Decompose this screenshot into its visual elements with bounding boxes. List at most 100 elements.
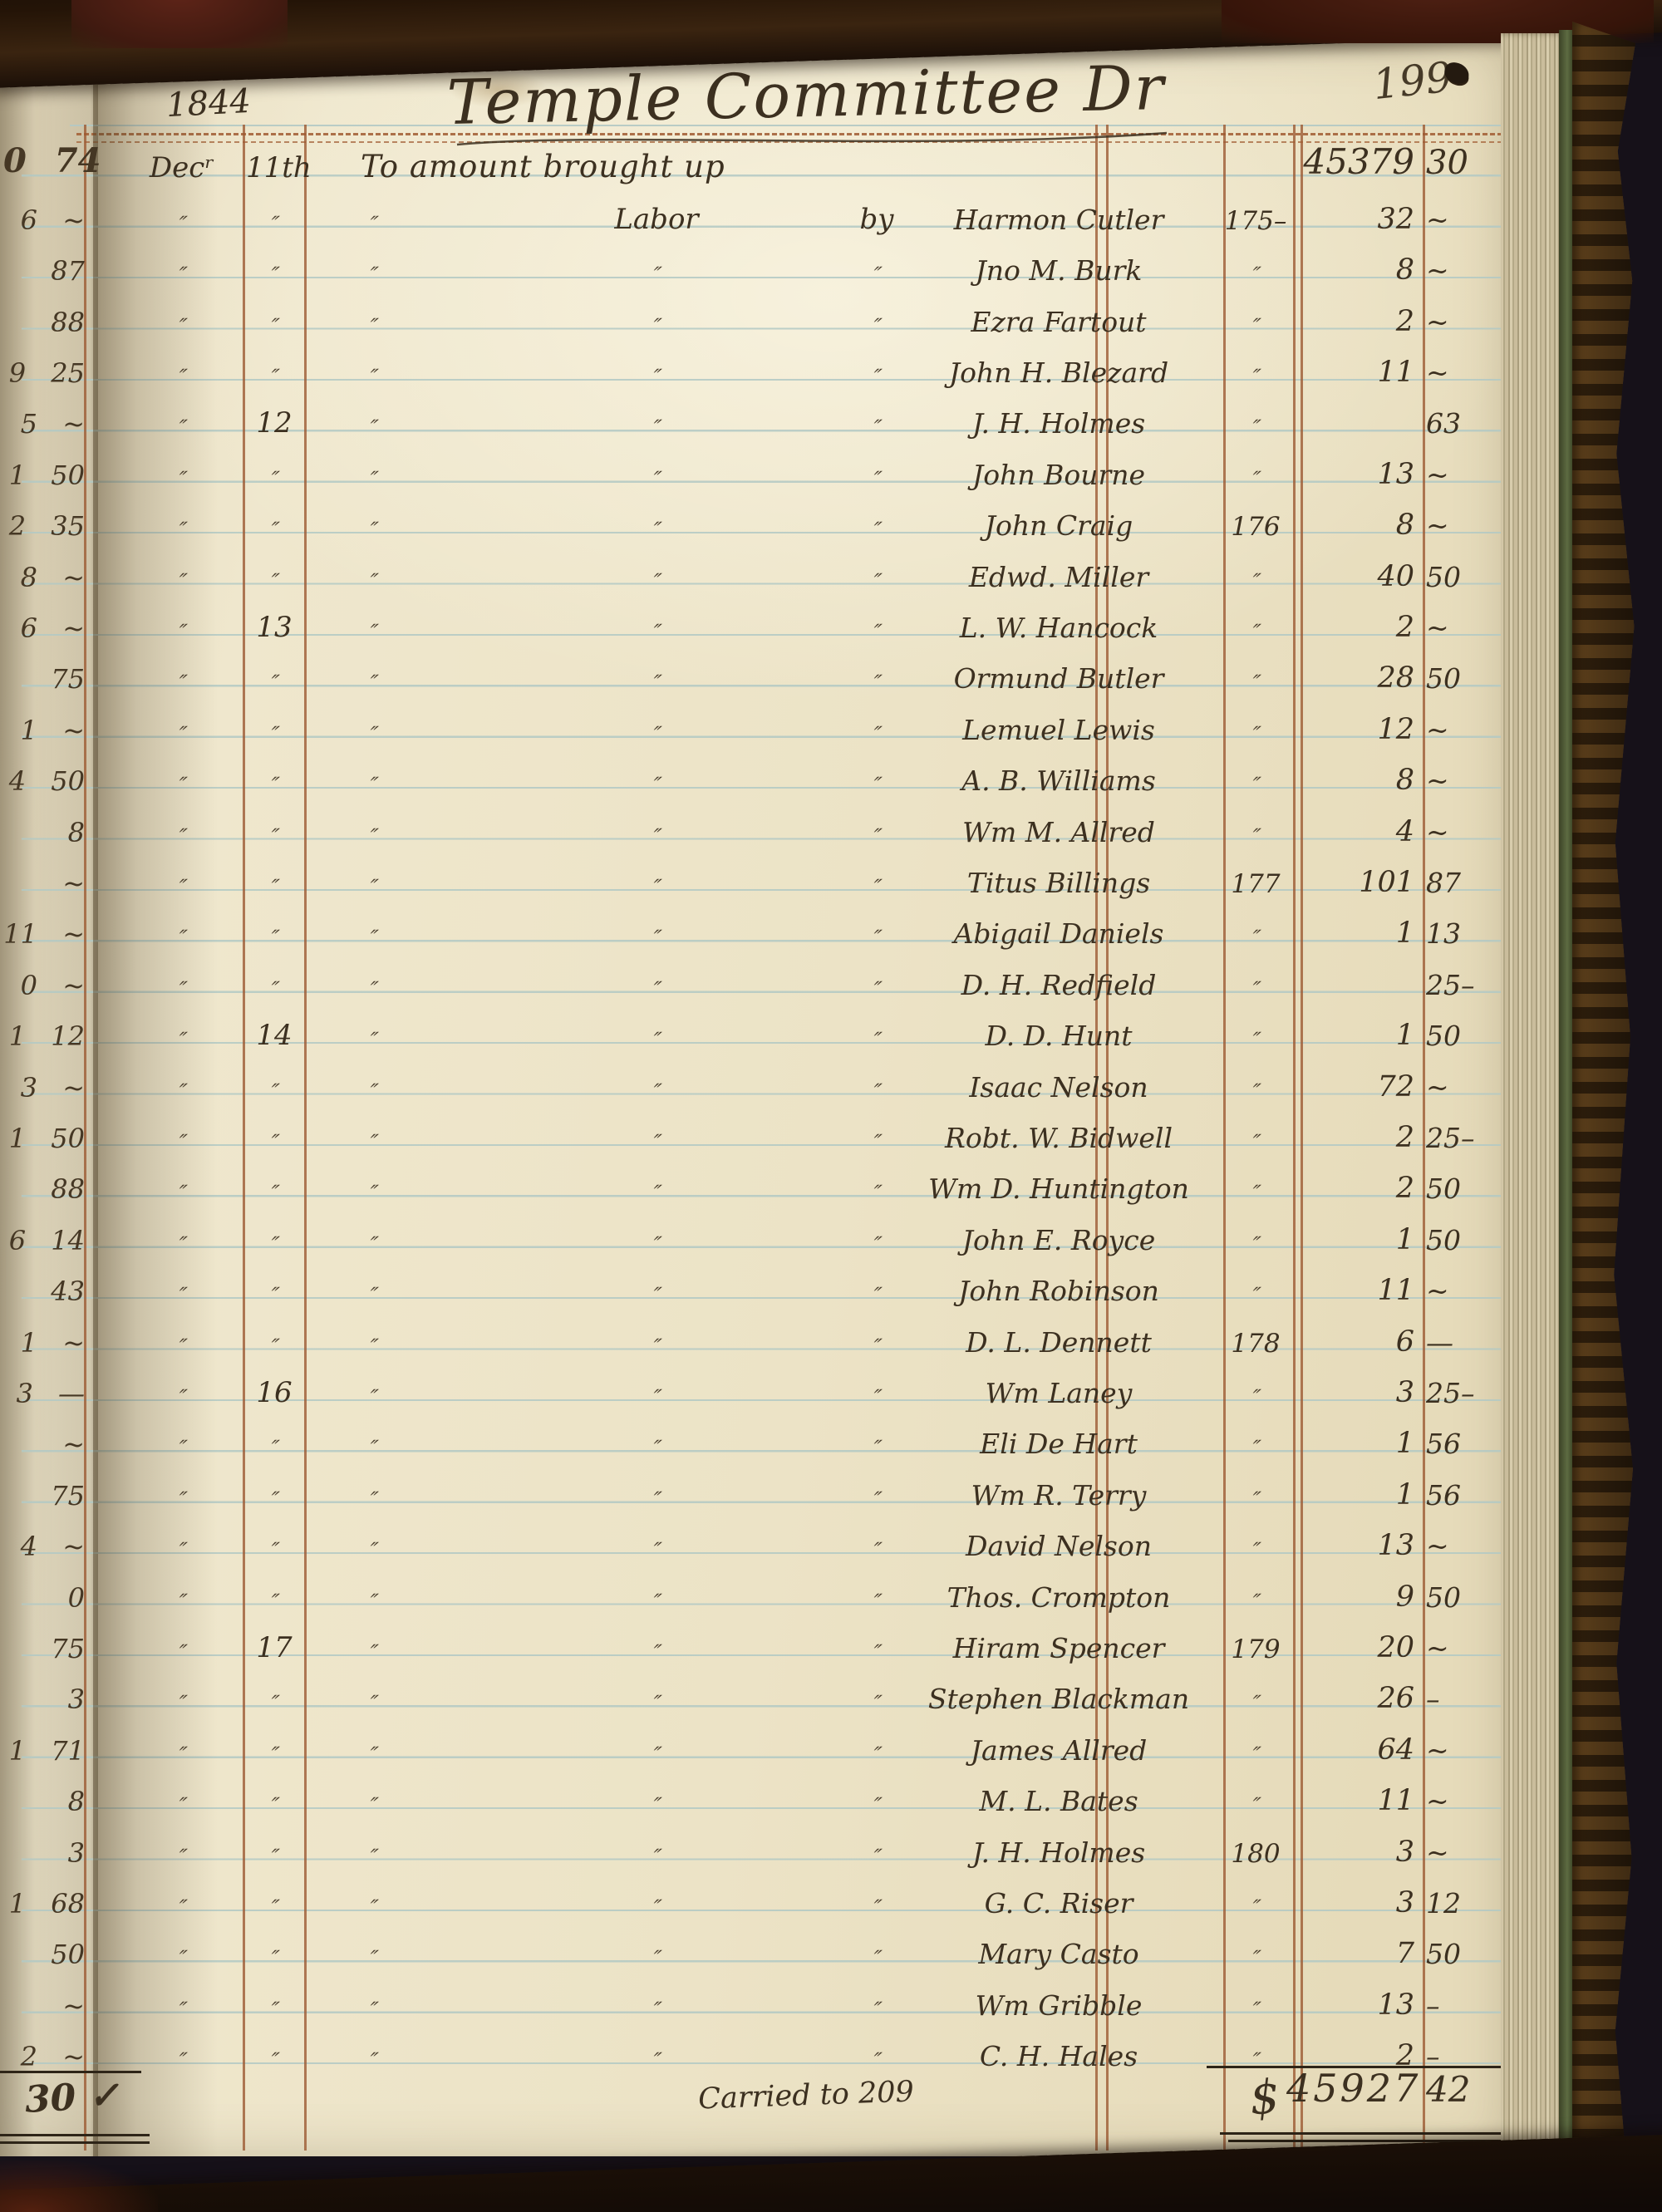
facing-page-total-fragment: 30 ✓ <box>23 2074 120 2121</box>
amount-dollars: 2 <box>1395 1120 1414 1154</box>
paper-stain <box>449 71 548 108</box>
day-cell: 13 <box>256 610 293 644</box>
amount-cents: 50 <box>1426 1938 1461 1971</box>
ledger-row: 3 ″ ″ ″ ″ ″ J. H. Holmes 180 3 ~ <box>0 1810 1506 1869</box>
margin-amount-fragment: 1 50 <box>8 459 85 491</box>
amount-dollars: 6 <box>1395 1325 1414 1359</box>
ledger-row: 88 ″ ″ ″ ″ ″ Wm D. Huntington ″ 2 50 <box>0 1147 1506 1205</box>
red-leather-corner-bottom-left <box>0 2160 158 2212</box>
header-blue-line <box>70 125 1562 126</box>
margin-amount-fragment: 4 50 <box>8 765 85 798</box>
amount-cents: ~ <box>1426 1733 1449 1767</box>
header-red-dashed-line-2 <box>76 141 1502 143</box>
amount-dollars: 45379 <box>1303 141 1414 183</box>
ledger-row: 1 68 ″ ″ ″ ″ ″ G. C. Riser ″ 3 12 <box>0 1861 1506 1920</box>
amount-cents: 50 <box>1426 1020 1461 1053</box>
payee-name: Stephen Blackman <box>927 1683 1190 1716</box>
amount-cents: 30 <box>1426 144 1468 183</box>
margin-amount-fragment: 87 <box>51 255 85 288</box>
payee-name: Isaac Nelson <box>969 1070 1148 1104</box>
margin-amount-fragment: 8 <box>67 1786 85 1818</box>
amount-dollars: 8 <box>1395 253 1414 288</box>
amount-cents: ~ <box>1426 611 1449 644</box>
ledger-row: 6 14 ″ ″ ″ ″ ″ John E. Royce ″ 1 50 <box>0 1197 1506 1256</box>
ledger-row: ~ ″ ″ ″ ″ ″ Eli De Hart ″ 1 56 <box>0 1402 1506 1460</box>
amount-cents: 25– <box>1426 1121 1475 1154</box>
ledger-row: 6 ~ ″ 13 ″ ″ ″ L. W. Hancock ″ 2 ~ <box>0 586 1506 644</box>
amount-dollars: 101 <box>1359 865 1414 899</box>
ledger-row: 4 50 ″ ″ ″ ″ ″ A. B. Williams ″ 8 ~ <box>0 739 1506 797</box>
amount-cents: ~ <box>1426 815 1449 848</box>
column-rule-red <box>1423 125 1425 2151</box>
date-cell: Decʳ <box>149 151 215 185</box>
margin-amount-fragment: ~ <box>62 867 85 899</box>
margin-amount-fragment: 11 ~ <box>3 918 85 951</box>
by-cell: by <box>859 202 894 236</box>
amount-dollars: 1 <box>1395 917 1414 951</box>
ledger-row: 1 71 ″ ″ ″ ″ ″ James Allred ″ 64 ~ <box>0 1708 1506 1767</box>
margin-amount-fragment: ~ <box>62 1989 85 2022</box>
amount-dollars: 1 <box>1395 1019 1414 1053</box>
ledger-row: 0 ~ ″ ″ ″ ″ ″ D. H. Redfield ″ 25– <box>0 942 1506 1001</box>
amount-dollars: 1 <box>1395 1427 1414 1461</box>
ledger-row: 50 ″ ″ ″ ″ ″ Mary Casto ″ 7 50 <box>0 1912 1506 1970</box>
amount-dollars: 26 <box>1377 1682 1414 1716</box>
amount-dollars: 28 <box>1377 661 1414 696</box>
day-cell: 16 <box>256 1375 293 1409</box>
payee-name: D. D. Hunt <box>985 1020 1133 1053</box>
margin-amount-fragment: 8 ~ <box>20 561 85 593</box>
amount-dollars: 40 <box>1377 559 1414 593</box>
margin-amount-fragment: 88 <box>51 306 85 338</box>
payee-name: Thos. Crompton <box>947 1580 1171 1614</box>
payee-name: M. L. Bates <box>979 1785 1138 1818</box>
amount-cents: ~ <box>1426 356 1449 389</box>
payee-name: John Robinson <box>958 1275 1159 1308</box>
payee-name: C. H. Hales <box>979 2040 1138 2073</box>
payee-name: Edwd. Miller <box>968 560 1149 593</box>
labor-cell: ″ <box>649 2048 664 2073</box>
amount-cents: ~ <box>1426 1530 1449 1563</box>
ledger-row: 0 ″ ″ ″ ″ ″ Thos. Crompton ″ 9 50 <box>0 1555 1506 1614</box>
amount-cents: ~ <box>1426 1785 1449 1818</box>
folio-reference: 179 <box>1231 1634 1281 1664</box>
day-cell: 14 <box>256 1019 293 1053</box>
margin-amount-fragment: 1 ~ <box>20 1326 85 1359</box>
ledger-row: 1 12 ″ 14 ″ ″ ″ D. D. Hunt ″ 1 50 <box>0 994 1506 1052</box>
amount-dollars: 8 <box>1395 509 1414 543</box>
payee-name: Ormund Butler <box>953 662 1164 696</box>
amount-dollars: 4 <box>1395 814 1414 848</box>
amount-dollars: 13 <box>1377 1988 1414 2022</box>
payee-name: John H. Blezard <box>948 356 1169 389</box>
amount-dollars: 11 <box>1377 1274 1414 1308</box>
amount-cents: ~ <box>1426 305 1449 338</box>
amount-cents: 63 <box>1426 407 1461 440</box>
margin-amount-fragment: 1 12 <box>8 1020 85 1053</box>
description-cell: To amount brought up <box>361 149 725 185</box>
amount-cents: – <box>1426 1988 1440 2022</box>
amount-cents: – <box>1426 1683 1440 1716</box>
total-rule-top <box>1207 2066 1502 2068</box>
payee-name: John Craig <box>984 509 1133 543</box>
amount-cents: 25– <box>1426 1376 1475 1409</box>
facing-total-double-rule-1 <box>0 2134 150 2136</box>
payee-name: Wm Laney <box>985 1376 1133 1409</box>
payee-name: Harmon Cutler <box>953 203 1164 236</box>
margin-amount-fragment: 2 ~ <box>20 2041 85 2073</box>
payee-name: Wm M. Allred <box>962 815 1155 848</box>
amount-dollars: 3 <box>1395 1375 1414 1409</box>
total-currency-sign: $ <box>1247 2069 1281 2126</box>
amount-dollars: 1 <box>1395 1222 1414 1256</box>
margin-amount-fragment: 9 25 <box>8 356 85 389</box>
payee-name: A. B. Williams <box>961 764 1156 798</box>
facing-total-rule-top <box>0 2071 141 2073</box>
margin-amount-fragment: 43 <box>51 1276 85 1308</box>
amount-cents: 50 <box>1426 1223 1461 1256</box>
ledger-row: 1 50 ″ ″ ″ ″ ″ John Bourne ″ 13 ~ <box>0 432 1506 491</box>
payee-name: Jno M. Burk <box>975 254 1143 288</box>
margin-amount-fragment: 1 50 <box>8 1122 85 1154</box>
column-rule-red <box>304 125 307 2151</box>
day-cell: ″ <box>267 2048 282 2073</box>
amount-cents: 50 <box>1426 1580 1461 1614</box>
folio-reference: 175– <box>1224 205 1287 236</box>
amount-dollars: 8 <box>1395 764 1414 798</box>
